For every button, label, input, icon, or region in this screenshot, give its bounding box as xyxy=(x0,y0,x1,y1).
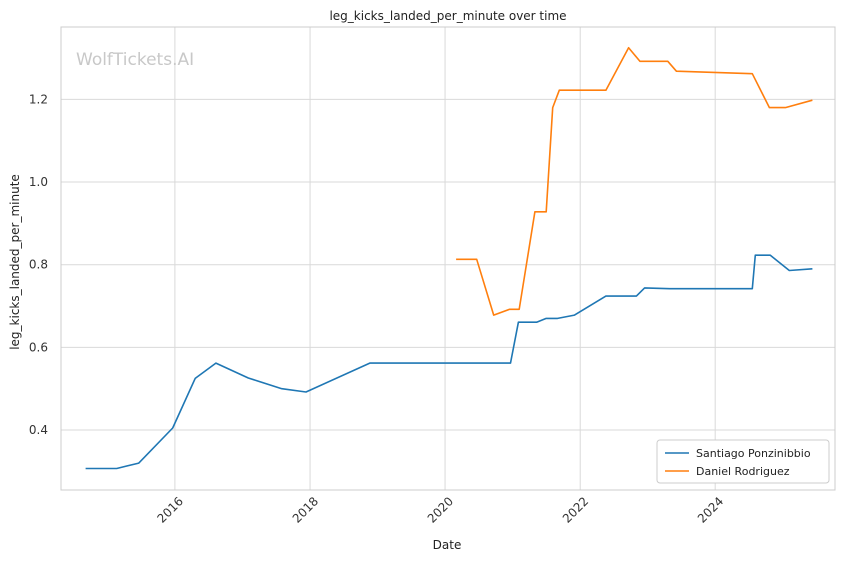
y-tick-label: 0.4 xyxy=(29,423,48,437)
x-tick-label: 2020 xyxy=(425,494,456,525)
series-line-1 xyxy=(456,46,813,316)
y-tick-label: 1.2 xyxy=(29,92,48,106)
x-tick-label: 2024 xyxy=(695,494,726,525)
y-tick-label: 0.8 xyxy=(29,258,48,272)
y-tick-label: 1.0 xyxy=(29,175,48,189)
legend-box xyxy=(656,439,830,484)
watermark-text: WolfTickets.AI xyxy=(76,50,194,70)
series-line-0 xyxy=(85,254,813,470)
x-axis-label: Date xyxy=(433,538,462,552)
y-tick-label: 0.6 xyxy=(29,340,48,354)
x-tick-label: 2018 xyxy=(290,494,321,525)
y-axis-ticks: 0.4 0.6 0.8 1.0 1.2 xyxy=(29,92,48,437)
legend: Santiago Ponzinibbio Daniel Rodriguez xyxy=(656,439,830,484)
plot-area-frame xyxy=(60,26,836,491)
x-tick-label: 2022 xyxy=(560,494,591,525)
y-axis-label: leg_kicks_landed_per_minute xyxy=(8,174,22,350)
x-axis-ticks: 2016 2018 2020 2022 2024 xyxy=(155,494,727,525)
series-layer xyxy=(85,46,813,470)
legend-label-santiago: Santiago Ponzinibbio xyxy=(696,447,811,460)
gridlines xyxy=(61,27,835,490)
chart-title: leg_kicks_landed_per_minute over time xyxy=(329,9,566,23)
legend-label-daniel: Daniel Rodriguez xyxy=(696,465,790,478)
x-tick-label: 2016 xyxy=(155,494,186,525)
